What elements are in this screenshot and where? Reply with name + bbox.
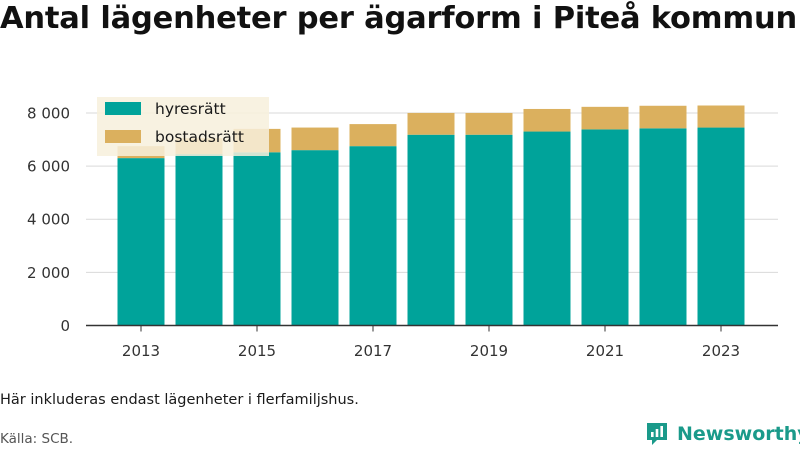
bar-bostadsratt [407, 112, 455, 135]
legend-label: bostadsrätt [155, 128, 244, 146]
brand-logo[interactable]: Newsworthy [645, 421, 800, 447]
legend-label: hyresrätt [155, 100, 226, 118]
bar-bostadsratt [697, 105, 745, 128]
bar-hyresratt [639, 128, 687, 326]
x-tick-label: 2019 [470, 342, 508, 360]
bar-hyresratt [117, 158, 165, 326]
bar-bostadsratt [523, 108, 571, 132]
newsworthy-logo-icon [647, 423, 667, 445]
legend-swatch [105, 102, 141, 115]
y-tick-label: 2 000 [27, 264, 70, 282]
bar-hyresratt [581, 129, 629, 326]
x-tick-label: 2017 [354, 342, 392, 360]
x-tick-label: 2023 [702, 342, 740, 360]
x-tick-label: 2013 [122, 342, 160, 360]
brand-name: Newsworthy [677, 423, 800, 445]
bar-bostadsratt [581, 106, 629, 130]
bar-hyresratt [523, 131, 571, 326]
y-tick-label: 8 000 [27, 104, 70, 122]
bar-bostadsratt [465, 112, 513, 135]
x-axis-ticks: 2013 2015 2017 2019 2021 2023 [122, 325, 740, 360]
x-tick-label: 2021 [586, 342, 624, 360]
y-axis-ticks: 0 2 000 4 000 6 000 8 000 [27, 104, 70, 335]
y-tick-label: 6 000 [27, 158, 70, 176]
legend-swatch [105, 130, 141, 143]
bar-bostadsratt [639, 105, 687, 129]
bars [117, 105, 745, 326]
y-tick-label: 4 000 [27, 211, 70, 229]
bar-hyresratt [349, 146, 397, 326]
chart-title: Antal lägenheter per ägarform i Piteå ko… [0, 1, 797, 36]
bar-hyresratt [407, 134, 455, 326]
source-note: Källa: SCB. [0, 431, 74, 447]
legend: hyresrätt bostadsrätt [97, 97, 269, 156]
bar-hyresratt [291, 150, 339, 326]
bar-hyresratt [233, 152, 281, 326]
bar-hyresratt [697, 127, 745, 326]
bar-bostadsratt [349, 124, 397, 147]
y-tick-label: 0 [60, 317, 70, 335]
footnote: Här inkluderas endast lägenheter i flerf… [0, 392, 359, 408]
bar-hyresratt [175, 154, 223, 326]
bar-bostadsratt [291, 127, 339, 151]
bar-hyresratt [465, 134, 513, 326]
x-tick-label: 2015 [238, 342, 276, 360]
